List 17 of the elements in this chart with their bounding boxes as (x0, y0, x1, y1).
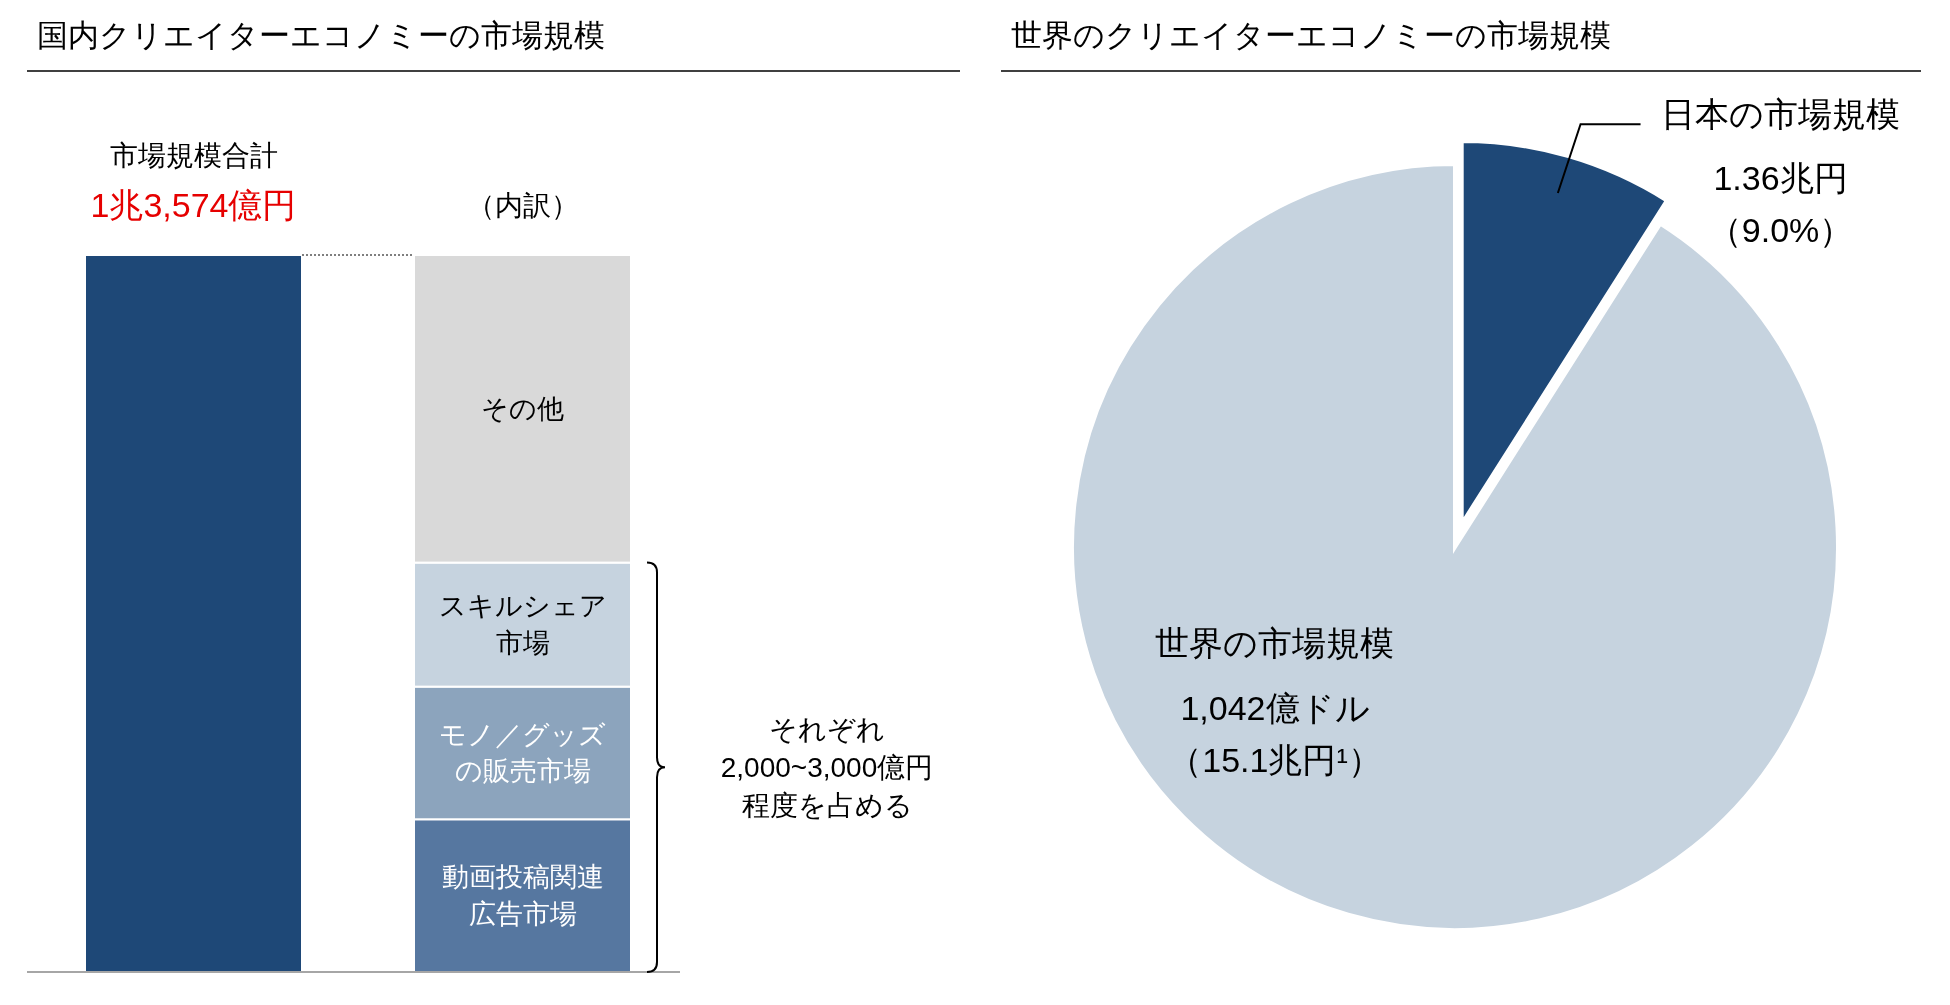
text: （15.1兆円¹） (1168, 740, 1382, 779)
slice-label: 日本の市場規模 (1661, 95, 1901, 134)
text: 1,042億ドル (1180, 688, 1370, 727)
text: 2,000~3,000億円 (720, 751, 934, 783)
series-label: スキルシェア市場 (438, 591, 607, 658)
chart-title: 世界のクリエイターエコノミーの市場規模 (1011, 17, 1611, 53)
chart-title: 国内クリエイターエコノミーの市場規模 (37, 17, 605, 53)
text: 市場規模合計 (109, 139, 278, 171)
text: （内訳） (466, 189, 579, 221)
text: 1兆3,574億円 (90, 186, 297, 224)
series-label: 動画投稿関連広告市場 (441, 862, 604, 929)
text: それぞれ (769, 713, 885, 745)
slice-label: 世界の市場規模 (1155, 623, 1395, 662)
data-label: 1.36兆円（9.0%） (1707, 159, 1854, 250)
series-label: モノ／グッズの販売市場 (439, 719, 606, 787)
series-label: その他 (481, 393, 564, 424)
text: 程度を占める (741, 789, 913, 821)
